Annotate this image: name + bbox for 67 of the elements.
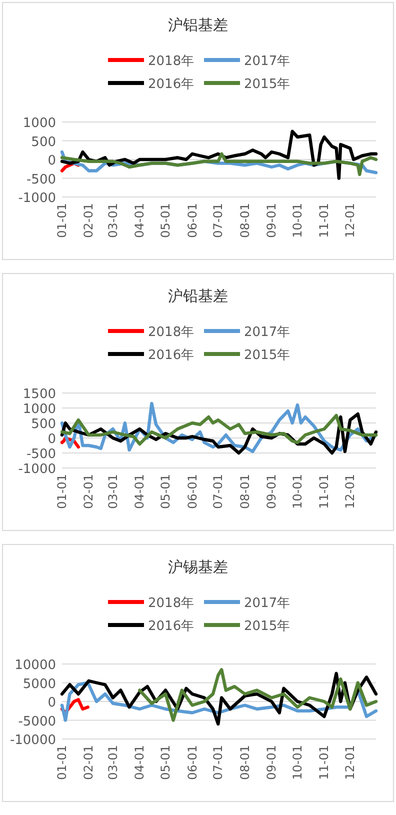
x-tick-label: 01-01 [55,745,69,780]
x-tick-label: 10-01 [290,474,304,509]
x-tick-label: 12-01 [343,745,358,780]
x-tick-label: 03-01 [106,474,120,509]
chart-title: 沪锡基差 [168,558,228,576]
y-tick-label: -1000 [18,462,56,477]
legend-label: 2017年 [244,596,290,611]
x-tick-label: 06-01 [185,474,200,509]
legend-label: 2015年 [244,619,290,634]
x-tick-label: 02-01 [82,203,96,238]
x-tick-label: 11-01 [317,474,332,509]
legend-label: 2016年 [148,77,194,92]
x-tick-label: 01-01 [55,203,69,238]
y-tick-label: 500 [31,417,56,432]
legend-label: 2018年 [148,596,194,611]
x-tick-label: 05-01 [158,203,173,238]
y-tick-label: 5000 [22,676,56,692]
y-tick-label: 500 [31,134,56,150]
legend-label: 2018年 [148,325,194,340]
y-tick-label: 1000 [22,116,56,131]
y-tick-label: -1000 [18,191,56,206]
x-tick-label: 07-01 [211,203,226,238]
x-tick-label: 04-01 [132,745,147,780]
legend-label: 2018年 [148,54,194,69]
legend-label: 2017年 [244,54,290,69]
x-tick-label: 06-01 [185,745,200,780]
x-tick-label: 05-01 [158,474,173,509]
y-tick-label: -500 [26,172,56,188]
legend-label: 2017年 [244,325,290,340]
x-tick-label: 04-01 [132,203,147,238]
x-tick-label: 12-01 [343,474,358,509]
y-tick-label: 0 [48,432,56,447]
x-tick-label: 07-01 [211,745,226,780]
x-tick-label: 02-01 [82,745,96,780]
chart-title: 沪铝基差 [168,16,228,34]
y-tick-label: -10000 [10,733,56,748]
legend-label: 2015年 [244,77,290,92]
y-tick-label: 1000 [22,402,56,417]
x-tick-label: 10-01 [290,203,304,238]
x-tick-label: 08-01 [238,203,252,238]
chart-title: 沪铅基差 [168,287,228,305]
x-tick-label: 02-01 [82,474,96,509]
y-tick-label: -5000 [18,714,56,730]
x-tick-label: 09-01 [264,203,279,238]
x-tick-label: 06-01 [185,203,200,238]
y-tick-label: -500 [26,447,56,462]
y-tick-label: 10000 [14,658,56,673]
legend-label: 2016年 [148,619,194,634]
y-tick-label: 1500 [22,387,56,402]
legend-label: 2015年 [244,348,290,363]
x-tick-label: 01-01 [55,474,69,509]
x-tick-label: 03-01 [106,745,120,780]
x-tick-label: 09-01 [264,474,279,509]
x-tick-label: 08-01 [238,745,252,780]
x-tick-label: 05-01 [158,745,173,780]
x-tick-label: 03-01 [106,203,120,238]
y-tick-label: 0 [48,154,56,168]
x-tick-label: 10-01 [290,745,304,780]
x-tick-label: 07-01 [211,474,226,509]
x-tick-label: 12-01 [343,203,358,238]
legend-label: 2016年 [148,348,194,363]
x-tick-label: 04-01 [132,474,147,509]
x-tick-label: 11-01 [317,203,332,238]
x-tick-label: 08-01 [238,474,252,509]
y-tick-label: 0 [48,696,56,710]
x-tick-label: 09-01 [264,745,279,780]
x-tick-label: 11-01 [317,745,332,780]
